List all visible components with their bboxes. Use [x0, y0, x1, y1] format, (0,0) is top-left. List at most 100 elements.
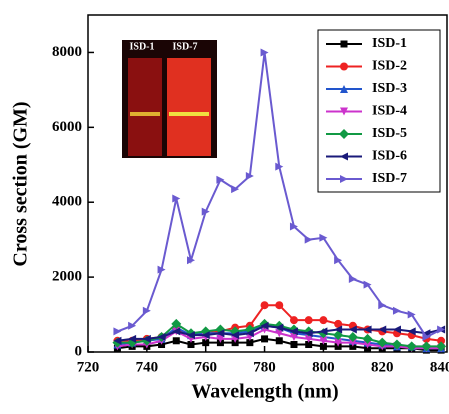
- marker: [289, 333, 298, 342]
- x-tick-label: 740: [136, 359, 159, 375]
- y-tick-label: 6000: [52, 119, 82, 135]
- marker: [436, 341, 447, 352]
- plot-frame: [87, 14, 448, 353]
- marker: [340, 85, 348, 93]
- legend-label: ISD-2: [372, 59, 407, 74]
- marker: [319, 336, 328, 345]
- marker: [319, 233, 328, 242]
- legend-label: ISD-3: [372, 81, 407, 96]
- legend-label: ISD-5: [372, 126, 407, 141]
- marker: [186, 331, 195, 340]
- marker: [340, 62, 348, 71]
- x-tick-label: 760: [194, 359, 217, 375]
- marker: [407, 327, 416, 336]
- marker: [202, 339, 210, 347]
- marker: [289, 316, 298, 325]
- marker: [157, 333, 166, 342]
- x-tick-label: 780: [253, 359, 276, 375]
- marker: [422, 333, 431, 342]
- legend-label: ISD-6: [372, 149, 407, 164]
- x-axis-label: Wavelength (nm): [191, 381, 338, 403]
- marker: [142, 306, 151, 315]
- marker: [261, 335, 269, 343]
- marker: [260, 301, 269, 310]
- marker: [334, 319, 343, 328]
- inset-photo: ISD-1 ISD-7: [122, 40, 217, 158]
- marker: [334, 338, 343, 347]
- y-tick-label: 2000: [52, 269, 82, 285]
- marker: [378, 301, 387, 310]
- marker: [377, 337, 388, 348]
- y-tick-label: 0: [75, 343, 83, 359]
- marker: [347, 332, 358, 343]
- marker: [304, 329, 313, 338]
- marker: [246, 339, 254, 347]
- marker: [142, 334, 151, 343]
- marker: [437, 336, 446, 345]
- marker: [340, 152, 348, 161]
- marker: [392, 306, 401, 315]
- marker: [260, 48, 269, 57]
- y-tick-label: 4000: [52, 194, 82, 210]
- legend-label: ISD-7: [372, 171, 407, 186]
- marker: [304, 334, 313, 343]
- marker: [275, 301, 284, 310]
- marker: [128, 334, 137, 343]
- marker: [392, 325, 401, 334]
- marker: [304, 316, 313, 325]
- inset-label: ISD-1: [129, 41, 154, 52]
- beam-1: [130, 112, 160, 116]
- inset-label: ISD-7: [172, 41, 197, 52]
- marker: [363, 325, 372, 334]
- marker: [319, 342, 327, 350]
- marker: [378, 325, 387, 334]
- marker: [348, 325, 357, 334]
- marker: [348, 338, 357, 347]
- marker: [171, 318, 182, 329]
- marker: [406, 341, 417, 352]
- marker: [290, 341, 298, 349]
- marker: [275, 329, 284, 338]
- marker: [128, 321, 137, 330]
- marker: [157, 265, 166, 274]
- marker: [275, 162, 284, 171]
- x-tick-label: 840: [430, 359, 449, 375]
- marker: [275, 323, 284, 332]
- marker: [172, 327, 181, 336]
- marker: [289, 327, 298, 336]
- marker: [304, 235, 313, 244]
- beam-2: [169, 112, 209, 116]
- marker: [289, 222, 298, 231]
- marker: [245, 172, 254, 181]
- marker: [319, 316, 328, 325]
- x-tick-label: 720: [77, 359, 100, 375]
- marker: [231, 331, 240, 340]
- marker: [187, 341, 195, 349]
- marker: [260, 321, 269, 330]
- marker: [319, 327, 328, 336]
- marker: [407, 310, 416, 319]
- marker: [113, 336, 122, 345]
- legend-label: ISD-4: [372, 104, 407, 119]
- marker: [172, 194, 181, 203]
- marker: [216, 329, 225, 338]
- marker: [363, 340, 372, 349]
- marker: [245, 329, 254, 338]
- marker: [437, 325, 446, 334]
- cuvette-1: [128, 58, 162, 156]
- marker: [334, 256, 343, 265]
- y-tick-label: 8000: [52, 44, 82, 60]
- marker: [275, 337, 283, 345]
- marker: [340, 107, 348, 116]
- marker: [348, 274, 357, 283]
- marker: [362, 333, 373, 344]
- marker: [172, 337, 180, 345]
- cuvette-2: [167, 58, 211, 156]
- marker: [216, 334, 225, 343]
- marker: [340, 175, 348, 183]
- marker: [231, 185, 240, 194]
- legend-label: ISD-1: [372, 36, 407, 51]
- y-axis-label: Cross section (GM): [10, 101, 32, 266]
- marker: [340, 40, 348, 48]
